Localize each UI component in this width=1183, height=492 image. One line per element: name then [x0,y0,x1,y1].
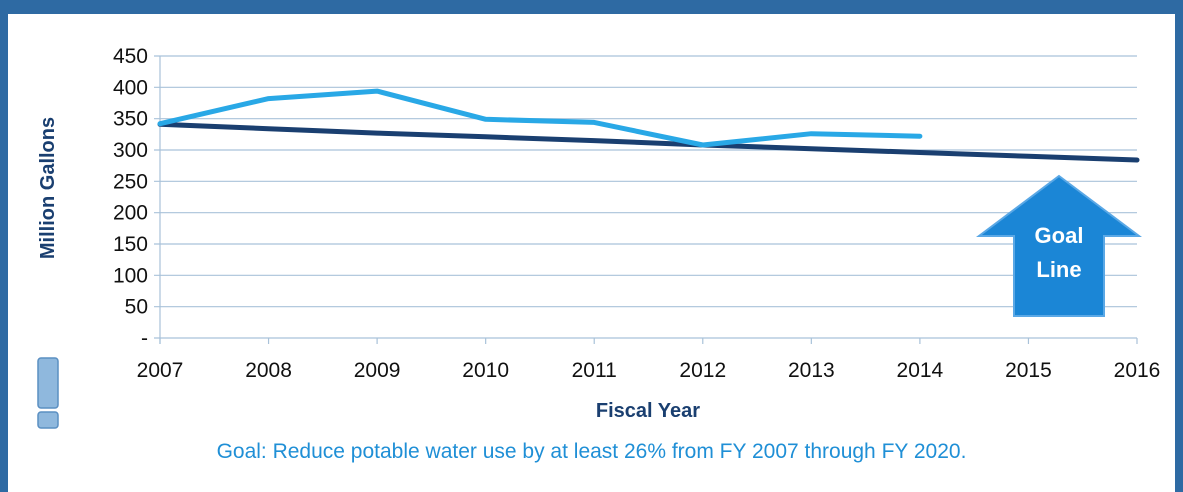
goal-arrow-label-line1: Goal [1035,223,1084,248]
y-tick-label: 450 [113,45,148,68]
x-tick-label: 2016 [1114,359,1161,382]
chart-panel [8,14,1175,492]
x-tick-label: 2015 [1005,359,1052,382]
x-tick-labels: 2007 2008 2009 2010 2011 2012 2013 2014 2015 2016 [137,359,1161,382]
x-tick-label: 2014 [897,359,944,382]
y-tick-label: 100 [113,264,148,287]
goal-line [157,121,1140,163]
chart-grid [154,55,1138,344]
x-tick-label: 2013 [788,359,835,382]
y-tick-label: 250 [113,170,148,193]
y-tick-label: 150 [113,233,148,256]
goal-arrow-shape [976,174,1142,317]
y-tick-label: - [141,327,148,350]
x-tick-label: 2008 [245,359,292,382]
goal-line-arrow: Goal Line [976,174,1142,317]
y-tick-labels: - 50 100 150 200 250 300 350 400 450 [113,45,148,350]
chart-series [157,88,1140,163]
y-axis-title: Million Gallons [37,117,59,259]
goal-arrow-label-line2: Line [1036,257,1081,282]
x-tick-label: 2009 [354,359,401,382]
y-tick-label: 300 [113,139,148,162]
y-tick-label: 350 [113,108,148,131]
x-tick-label: 2012 [679,359,726,382]
y-tick-label: 400 [113,76,148,99]
y-tick-label: 50 [125,296,148,319]
goal-statement: Goal: Reduce potable water use by at lea… [216,440,967,463]
x-tick-label: 2010 [462,359,509,382]
exclamation-icon [37,357,59,429]
x-tick-label: 2011 [572,359,617,382]
actual-use-line [157,88,923,148]
y-tick-label: 200 [113,202,148,225]
x-axis-title: Fiscal Year [596,400,700,422]
x-tick-label: 2007 [137,359,184,382]
